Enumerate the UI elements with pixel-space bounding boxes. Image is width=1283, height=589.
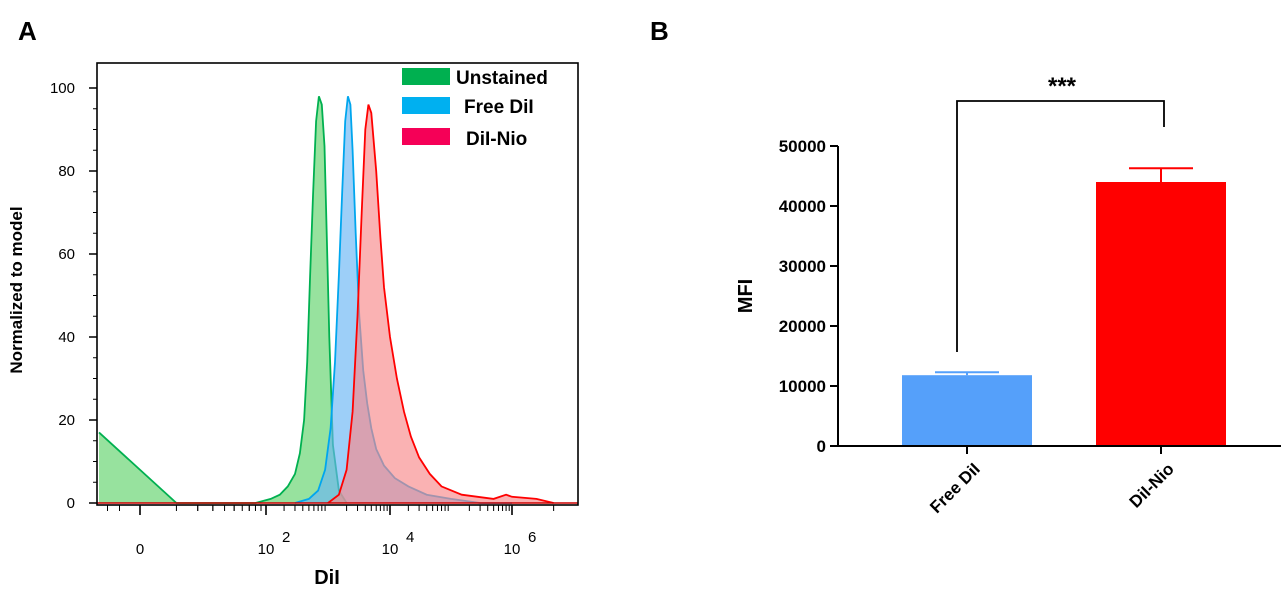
bar-y-tick-label: 10000 — [779, 377, 826, 396]
histogram-y-axis: 0 20 40 60 80 100 — [50, 80, 97, 512]
bar-free-dii — [902, 375, 1032, 446]
histogram-x-axis: 0 10 2 10 4 10 6 — [107, 505, 555, 558]
histogram-y-tick-label: 20 — [58, 412, 75, 429]
histogram-x-axis-title: DiI — [314, 567, 340, 589]
bar-x-tick-label-dii-nio: DiI-Nio — [1126, 459, 1178, 511]
bar-dii-nio — [1096, 182, 1226, 446]
histogram-chart: 0 20 40 60 80 100 0 10 2 10 4 10 6 Normalized to mo… — [7, 62, 579, 589]
legend-swatch-unstained — [402, 68, 450, 85]
histogram-x-tick-label: 10 — [504, 541, 521, 558]
bar-x-tick-label-free-dii: Free DiI — [926, 459, 984, 517]
bar-series-group — [902, 167, 1226, 446]
histogram-area-dii-nio — [328, 104, 554, 503]
histogram-y-tick-label: 40 — [58, 329, 75, 346]
histogram-line-dii-nio — [327, 104, 554, 504]
bar-y-tick-label: 0 — [817, 437, 826, 456]
histogram-plot-frame — [96, 62, 579, 506]
histogram-area-free-dii — [295, 96, 512, 504]
histogram-x-tick-exponent: 4 — [406, 529, 414, 546]
histogram-y-tick-label: 100 — [50, 80, 75, 97]
legend-label-unstained: Unstained — [456, 68, 548, 89]
legend-label-dii-nio: DiI-Nio — [466, 129, 527, 150]
histogram-x-tick-label: 10 — [258, 541, 275, 558]
bar-chart: 0 10000 20000 30000 40000 50000 Free DiI DiI-N… — [735, 73, 1281, 517]
histogram-x-tick-label: 10 — [382, 541, 399, 558]
significance-stars: *** — [1048, 73, 1077, 100]
histogram-line-unstained — [98, 96, 348, 504]
bar-y-axis-title: MFI — [735, 279, 757, 313]
panel-label-a: A — [18, 16, 37, 46]
legend-swatch-dii-nio — [402, 128, 450, 145]
bar-y-tick-label: 30000 — [779, 257, 826, 276]
legend-swatch-free-dii — [402, 97, 450, 114]
legend-label-free-dii: Free DiI — [464, 97, 534, 118]
histogram-x-tick-exponent: 6 — [528, 529, 536, 546]
histogram-area-unstained — [99, 96, 347, 504]
histogram-y-tick-label: 0 — [67, 495, 75, 512]
histogram-y-tick-label: 60 — [58, 246, 75, 263]
histogram-legend: Unstained Free DiI DiI-Nio — [402, 68, 548, 150]
histogram-series-group — [97, 96, 578, 504]
bar-x-axis: Free DiI DiI-Nio — [926, 446, 1178, 517]
histogram-y-axis-title: Normalized to model — [7, 206, 26, 373]
bar-y-tick-label: 50000 — [779, 137, 826, 156]
histogram-x-tick-label: 0 — [136, 541, 144, 558]
histogram-x-tick-exponent: 2 — [282, 529, 290, 546]
histogram-y-tick-label: 80 — [58, 163, 75, 180]
bar-y-axis: 0 10000 20000 30000 40000 50000 — [779, 137, 838, 456]
significance-bracket — [956, 100, 1165, 352]
panel-label-b: B — [650, 16, 669, 46]
bar-y-tick-label: 20000 — [779, 317, 826, 336]
bar-y-tick-label: 40000 — [779, 197, 826, 216]
